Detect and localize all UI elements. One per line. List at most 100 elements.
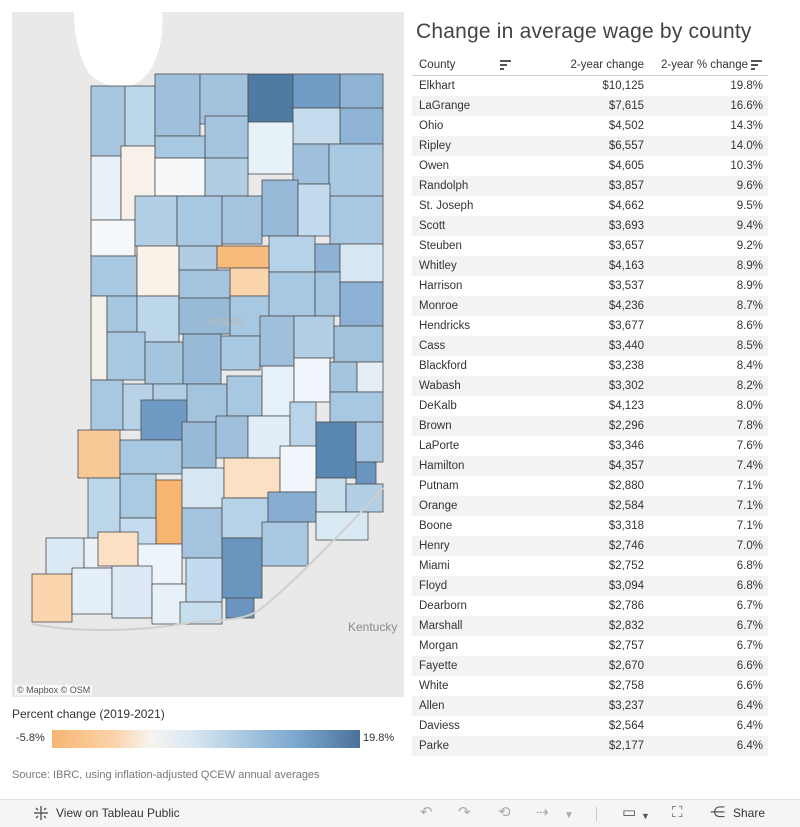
cell-county: DeKalb: [419, 400, 457, 412]
table-row[interactable]: Morgan $2,757 6.7%: [412, 636, 768, 656]
tableau-icon[interactable]: [33, 805, 49, 825]
table-row[interactable]: Hamilton $4,357 7.4%: [412, 456, 768, 476]
view-on-tableau-public-link[interactable]: View on Tableau Public: [56, 806, 180, 820]
county-shape: [226, 375, 263, 417]
cell-change: $10,125: [602, 80, 644, 92]
county-shape: [339, 243, 384, 283]
table-row[interactable]: Parke $2,177 6.4%: [412, 736, 768, 756]
table-row[interactable]: Ripley $6,557 14.0%: [412, 136, 768, 156]
county-shape: [221, 537, 263, 599]
table-row[interactable]: Randolph $3,857 9.6%: [412, 176, 768, 196]
cell-pct-change: 7.6%: [736, 440, 763, 452]
cell-county: Putnam: [419, 480, 459, 492]
table-row[interactable]: Elkhart $10,125 19.8%: [412, 76, 768, 96]
chevron-down-icon[interactable]: ▼: [641, 811, 650, 821]
table-row[interactable]: Allen $3,237 6.4%: [412, 696, 768, 716]
cell-change: $3,302: [608, 380, 644, 392]
revert-icon[interactable]: ⟲: [498, 804, 511, 821]
lake-michigan: [74, 12, 163, 88]
table-row[interactable]: Miami $2,752 6.8%: [412, 556, 768, 576]
table-row[interactable]: Blackford $3,238 8.4%: [412, 356, 768, 376]
cell-change: $3,094: [608, 580, 644, 592]
table-row[interactable]: White $2,758 6.6%: [412, 676, 768, 696]
table-row[interactable]: Whitley $4,163 8.9%: [412, 256, 768, 276]
table-row[interactable]: Putnam $2,880 7.1%: [412, 476, 768, 496]
table-row[interactable]: Brown $2,296 7.8%: [412, 416, 768, 436]
table-row[interactable]: Dearborn $2,786 6.7%: [412, 596, 768, 616]
comment-icon[interactable]: ▭: [622, 804, 637, 821]
cell-county: Wabash: [419, 380, 461, 392]
table-row[interactable]: Daviess $2,564 6.4%: [412, 716, 768, 736]
cell-change: $2,757: [608, 640, 644, 652]
county-shape: [328, 143, 384, 197]
cell-county: Blackford: [419, 360, 467, 372]
county-shape: [339, 73, 384, 109]
cell-change: $2,832: [608, 620, 644, 632]
table-row[interactable]: Fayette $2,670 6.6%: [412, 656, 768, 676]
cell-county: Boone: [419, 520, 453, 532]
table-row[interactable]: Boone $3,318 7.1%: [412, 516, 768, 536]
cell-county: Morgan: [419, 640, 458, 652]
cell-pct-change: 6.6%: [736, 680, 763, 692]
sort-icon[interactable]: [500, 59, 511, 72]
cell-pct-change: 8.2%: [736, 380, 763, 392]
county-shape: [220, 335, 261, 371]
table-row[interactable]: LaPorte $3,346 7.6%: [412, 436, 768, 456]
table-row[interactable]: Orange $2,584 7.1%: [412, 496, 768, 516]
cell-county: Cass: [419, 340, 446, 352]
county-shape: [355, 461, 377, 485]
table-row[interactable]: Henry $2,746 7.0%: [412, 536, 768, 556]
table-row[interactable]: St. Joseph $4,662 9.5%: [412, 196, 768, 216]
cell-change: $2,880: [608, 480, 644, 492]
cell-change: $4,357: [608, 460, 644, 472]
refresh-icon[interactable]: ⇢: [536, 804, 549, 821]
cell-county: St. Joseph: [419, 200, 474, 212]
cell-change: $2,786: [608, 600, 644, 612]
table-row[interactable]: Cass $3,440 8.5%: [412, 336, 768, 356]
table-row[interactable]: Floyd $3,094 6.8%: [412, 576, 768, 596]
undo-icon[interactable]: ↶: [420, 804, 433, 821]
cell-change: $4,123: [608, 400, 644, 412]
share-icon[interactable]: ⋲: [710, 804, 725, 821]
table-row[interactable]: DeKalb $4,123 8.0%: [412, 396, 768, 416]
table-row[interactable]: Wabash $3,302 8.2%: [412, 376, 768, 396]
table-row[interactable]: Ohio $4,502 14.3%: [412, 116, 768, 136]
table-row[interactable]: Marshall $2,832 6.7%: [412, 616, 768, 636]
table-row[interactable]: Steuben $3,657 9.2%: [412, 236, 768, 256]
cell-county: LaPorte: [419, 440, 460, 452]
fullscreen-icon[interactable]: ⛶: [672, 804, 683, 821]
map-attribution[interactable]: © Mapbox © OSM: [15, 685, 93, 695]
county-shape: [181, 421, 217, 469]
share-button[interactable]: Share: [733, 806, 766, 820]
cell-county: LaGrange: [419, 100, 471, 112]
county-shape: [259, 315, 295, 367]
cell-pct-change: 8.9%: [736, 260, 763, 272]
county-shape: [181, 467, 225, 509]
county-shape: [333, 325, 384, 363]
table-row[interactable]: Harrison $3,537 8.9%: [412, 276, 768, 296]
county-shape: [215, 415, 249, 459]
county-shape: [97, 531, 139, 567]
cell-change: $2,177: [608, 740, 644, 752]
column-header-county[interactable]: County: [419, 59, 456, 71]
legend-color-ramp: [52, 730, 360, 748]
column-header-change[interactable]: 2-year change: [570, 59, 644, 71]
county-shape: [119, 473, 157, 519]
table-row[interactable]: Owen $4,605 10.3%: [412, 156, 768, 176]
county-shape: [292, 143, 330, 185]
table-row[interactable]: Hendricks $3,677 8.6%: [412, 316, 768, 336]
table-row[interactable]: LaGrange $7,615 16.6%: [412, 96, 768, 116]
redo-icon[interactable]: ↷: [458, 804, 471, 821]
table-row[interactable]: Monroe $4,236 8.7%: [412, 296, 768, 316]
sort-icon[interactable]: [751, 59, 762, 72]
cell-county: Miami: [419, 560, 450, 572]
cell-pct-change: 9.6%: [736, 180, 763, 192]
county-map[interactable]: Indiana Kentucky © Mapbox © OSM: [12, 12, 404, 697]
table-row[interactable]: Scott $3,693 9.4%: [412, 216, 768, 236]
column-header-pct-change[interactable]: 2-year % change: [661, 59, 748, 71]
chevron-down-icon[interactable]: ▼: [564, 810, 574, 821]
cell-change: $3,346: [608, 440, 644, 452]
county-shape: [356, 361, 384, 393]
cell-pct-change: 8.9%: [736, 280, 763, 292]
cell-change: $3,318: [608, 520, 644, 532]
